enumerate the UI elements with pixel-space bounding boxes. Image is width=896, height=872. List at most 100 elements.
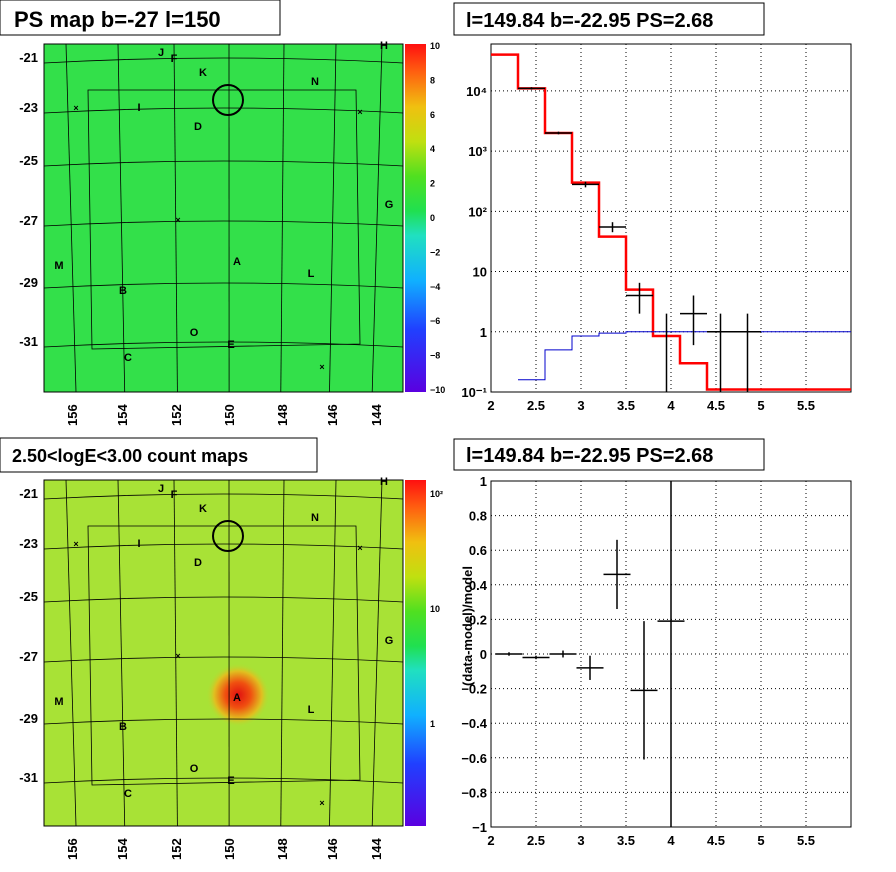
lon-tick-label: 146 [325, 838, 340, 860]
lat-tick-label: -25 [19, 589, 38, 604]
source-label: D [194, 557, 202, 569]
ps-scale-label: 0 [430, 213, 435, 223]
count-colorbar [405, 480, 426, 826]
source-label: G [385, 635, 394, 647]
lat-tick-label: -29 [19, 711, 38, 726]
source-label: H [380, 40, 388, 52]
lat-tick-label: -31 [19, 334, 38, 349]
lon-tick-label: 146 [325, 404, 340, 426]
spectrum-panel: l=149.84 b=-22.95 PS=2.68 2 2.5 3 3.5 4 4.5 5 5… [453, 2, 852, 413]
x-tick-label: 3.5 [617, 398, 635, 413]
lat-tick-label: -23 [19, 536, 38, 551]
ps-scale-label: −10 [430, 385, 445, 395]
target-circle [212, 84, 244, 116]
latitude-line [43, 341, 404, 348]
count-scale-label: 10² [430, 489, 443, 499]
latitude-line [43, 493, 404, 500]
source-label: K [199, 67, 207, 79]
longitude-line [117, 479, 126, 827]
cross-marker: × [175, 651, 180, 661]
spectrum-title-box [453, 2, 765, 36]
longitude-line [173, 43, 178, 393]
x-tick-label: 2.5 [527, 833, 545, 848]
spectrum-title: l=149.84 b=-22.95 PS=2.68 [466, 10, 713, 32]
lon-tick-label: 150 [222, 404, 237, 426]
source-label: C [124, 352, 132, 364]
ps-scale-label: −8 [430, 351, 440, 361]
longitude-line [371, 479, 383, 827]
x-tick-label: 2 [487, 833, 494, 848]
lat-tick-label: -27 [19, 649, 38, 664]
y-tick-label: 0.4 [469, 578, 488, 593]
ps-map-title-box [0, 0, 281, 36]
spectrum-frame [490, 43, 852, 393]
longitude-line [117, 43, 126, 393]
longitude-line [329, 479, 337, 827]
y-tick-label: 10⁴ [466, 84, 487, 99]
roi-outline [87, 525, 361, 786]
model-background-histogram [518, 331, 851, 381]
ps-scale-label: −2 [430, 247, 440, 257]
lon-tick-label: 148 [275, 838, 290, 860]
count-map-frame [43, 479, 404, 827]
lon-tick-label: 150 [222, 838, 237, 860]
y-tick-label: −0.6 [461, 751, 487, 766]
x-tick-label: 3 [577, 398, 584, 413]
lon-tick-label: 152 [169, 838, 184, 860]
x-tick-label: 3 [577, 833, 584, 848]
longitude-line [173, 479, 178, 827]
lon-tick-label: 156 [65, 838, 80, 860]
count-scale-label: 10 [430, 604, 440, 614]
longitude-line [280, 43, 285, 393]
x-tick-label: 4 [667, 398, 675, 413]
ps-map-frame [43, 43, 404, 393]
lon-tick-label: 156 [65, 404, 80, 426]
count-map-title: 2.50<logE<3.00 count maps [12, 446, 248, 466]
latitude-line [43, 57, 404, 64]
source-label: H [380, 476, 388, 488]
source-label: A [233, 256, 241, 268]
lon-tick-label: 144 [369, 404, 384, 426]
cross-marker: × [357, 107, 362, 117]
count-map-grid [43, 479, 404, 827]
lat-tick-label: -31 [19, 770, 38, 785]
source-label: J [158, 483, 164, 495]
y-tick-label: −1 [472, 820, 487, 835]
ps-colorbar [405, 44, 426, 392]
y-tick-label: 1 [480, 474, 487, 489]
latitude-line [43, 596, 404, 603]
longitude-line [371, 43, 383, 393]
x-tick-label: 5 [757, 833, 764, 848]
ps-map-area [44, 44, 403, 392]
x-tick-label: 4 [667, 833, 675, 848]
source-label: B [119, 285, 127, 297]
lon-tick-label: 154 [115, 838, 130, 860]
source-label: O [190, 327, 199, 339]
cross-marker: × [319, 798, 324, 808]
lon-tick-label: 144 [369, 838, 384, 860]
source-label: N [311, 512, 319, 524]
lon-tick-label: 148 [275, 404, 290, 426]
source-label: F [171, 489, 178, 501]
ps-scale-label: 10 [430, 41, 440, 51]
lat-tick-label: -21 [19, 486, 38, 501]
ps-scale-label: 6 [430, 110, 435, 120]
source-label: M [54, 696, 63, 708]
ps-scale-label: 4 [430, 144, 435, 154]
cross-marker: × [319, 362, 324, 372]
longitude-line [329, 43, 337, 393]
source-label: N [311, 76, 319, 88]
x-tick-label: 2.5 [527, 398, 545, 413]
y-tick-label: 1 [480, 325, 487, 340]
source-label: E [227, 775, 234, 787]
lat-tick-label: -27 [19, 213, 38, 228]
cross-marker: × [357, 543, 362, 553]
latitude-line [43, 543, 404, 550]
latitude-line [43, 777, 404, 784]
count-map-title-box [0, 437, 318, 473]
source-label: D [194, 121, 202, 133]
residual-title-box [453, 438, 765, 471]
source-label: G [385, 199, 394, 211]
source-label: K [199, 503, 207, 515]
y-tick-label: 0.6 [469, 543, 487, 558]
